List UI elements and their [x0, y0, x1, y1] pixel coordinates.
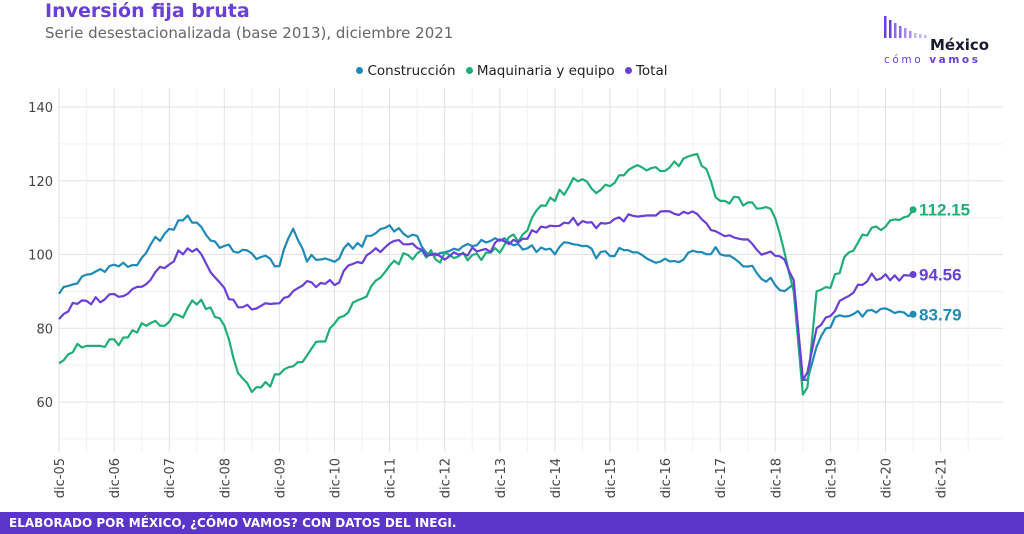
logo-sub-right: vamos [929, 54, 981, 66]
x-tick-label: dic-09 [273, 458, 288, 498]
logo-title: México [930, 36, 990, 54]
x-tick-label: dic-12 [439, 458, 454, 498]
y-tick-label: 120 [28, 175, 53, 190]
x-tick-label: dic-17 [714, 458, 729, 498]
legend-label-maquinaria: Maquinaria y equipo [476, 63, 615, 79]
x-tick-label: dic-18 [769, 458, 784, 498]
chart-grid [58, 88, 1003, 452]
end-value-label-2: 94.56 [919, 266, 962, 285]
legend-label-construccion: Construcción [367, 63, 456, 79]
x-axis: dic-05 dic-06 dic-07 dic-08 dic-09 dic-10 dic-… [53, 458, 950, 498]
legend-item-total[interactable]: Total [624, 63, 668, 79]
y-tick-label: 140 [28, 101, 53, 116]
legend-dot-maquinaria [465, 66, 473, 74]
end-labels: 83.79 112.15 94.56 [919, 201, 970, 325]
x-tick-label: dic-07 [163, 458, 178, 498]
end-point-1 [909, 206, 917, 214]
x-tick-label: dic-11 [384, 458, 399, 498]
x-tick-label: dic-14 [549, 458, 564, 498]
footer-text: ELABORADO POR MÉXICO, ¿CÓMO VAMOS? CON D… [9, 516, 457, 530]
legend-item-construccion[interactable]: Construcción [356, 63, 456, 79]
end-value-label-0: 83.79 [919, 305, 962, 324]
series-line-0 [58, 214, 914, 381]
x-tick-label: dic-06 [108, 458, 123, 498]
y-tick-label: 60 [36, 396, 53, 411]
legend-item-maquinaria[interactable]: Maquinaria y equipo [465, 63, 615, 79]
series-line-1 [58, 152, 914, 396]
end-value-label-1: 112.15 [919, 201, 970, 220]
y-axis: 60 80 100 120 140 [28, 101, 53, 411]
x-tick-label: dic-21 [935, 458, 950, 498]
chart-subtitle: Serie desestacionalizada (base 2013), di… [45, 24, 454, 42]
series-line-2 [58, 210, 914, 381]
end-point-2 [909, 271, 917, 279]
x-tick-label: dic-08 [218, 458, 233, 498]
series-lines [58, 152, 917, 396]
footer-bar: ELABORADO POR MÉXICO, ¿CÓMO VAMOS? CON D… [0, 512, 1024, 534]
x-tick-label: dic-05 [53, 458, 68, 498]
y-tick-label: 100 [28, 249, 53, 264]
legend-dot-construccion [356, 66, 364, 74]
x-tick-label: dic-19 [824, 458, 839, 498]
chart-title: Inversión fija bruta [45, 0, 250, 22]
x-tick-label: dic-20 [880, 458, 895, 498]
x-tick-label: dic-13 [494, 458, 509, 498]
logo-subtitle: cómo vamos [884, 54, 981, 66]
logo-sub-left: cómo [884, 54, 924, 66]
logo-bars-icon [884, 16, 927, 38]
x-tick-label: dic-16 [659, 458, 674, 498]
chart-legend: Construcción Maquinaria y equipo Total [0, 63, 1024, 79]
legend-dot-total [624, 66, 632, 74]
x-tick-label: dic-15 [604, 458, 619, 498]
y-tick-label: 80 [36, 322, 53, 337]
end-point-0 [909, 310, 917, 318]
legend-label-total: Total [635, 63, 668, 79]
x-tick-label: dic-10 [329, 458, 344, 498]
